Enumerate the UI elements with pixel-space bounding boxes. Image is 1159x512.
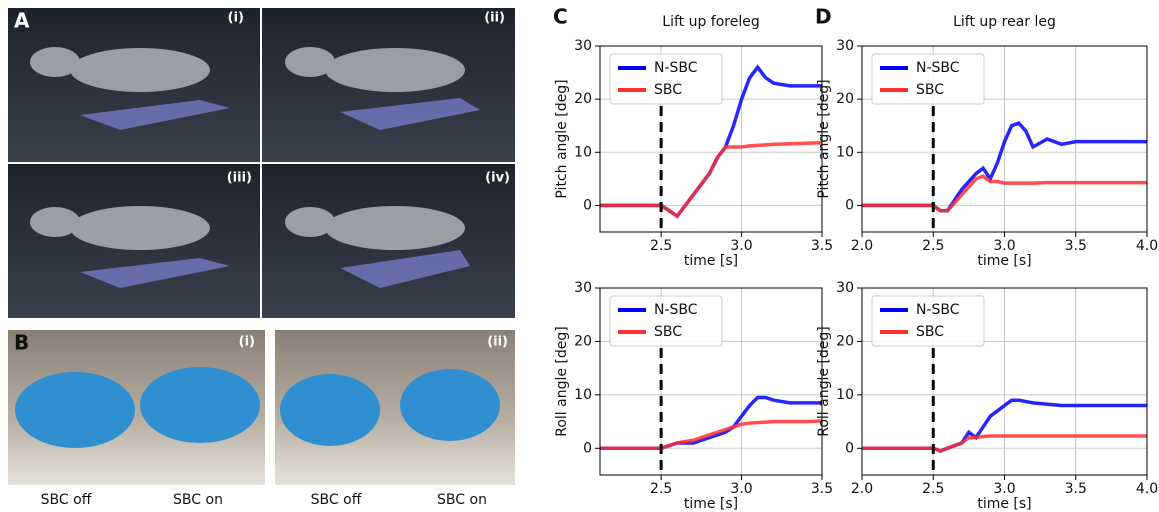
y-tick-label: 30 — [836, 38, 854, 54]
x-tick-label: 3.0 — [993, 238, 1015, 254]
panel-label: D — [815, 5, 832, 29]
x-tick-label: 3.0 — [730, 238, 752, 254]
y-tick-label: 0 — [845, 197, 854, 213]
y-tick-label: 10 — [574, 387, 592, 403]
robot-renders — [30, 47, 465, 250]
series-line — [862, 434, 1147, 453]
caption: SBC off — [41, 492, 92, 508]
legend-label: SBC — [916, 324, 944, 340]
plot-frame — [861, 45, 1148, 233]
panel-label: A — [14, 9, 30, 33]
x-tick-label: 2.0 — [851, 481, 873, 497]
series-line — [862, 174, 1147, 213]
x-tick-label: 2.5 — [650, 481, 672, 497]
x-axis-label: time [s] — [977, 253, 1031, 269]
x-tick-label: 2.0 — [851, 238, 873, 254]
y-tick-label: 30 — [574, 38, 592, 54]
legend-label: SBC — [654, 324, 682, 340]
y-axis-label: Pitch angle [deg] — [554, 79, 570, 198]
x-axis-label: time [s] — [684, 496, 738, 512]
x-tick-label: 2.5 — [650, 238, 672, 254]
x-tick-label: 3.5 — [811, 481, 833, 497]
y-tick-label: 10 — [836, 144, 854, 160]
caption: SBC on — [437, 492, 487, 508]
legend-label: N-SBC — [916, 302, 960, 318]
x-tick-label: 3.0 — [993, 481, 1015, 497]
legend-label: N-SBC — [916, 60, 960, 76]
tile-label: (i) — [228, 11, 244, 26]
panel-label: C — [553, 5, 568, 29]
chart-title: Lift up rear leg — [953, 14, 1056, 30]
plot-frame — [599, 287, 823, 476]
series-line — [600, 140, 823, 219]
y-tick-label: 20 — [574, 91, 592, 107]
legend-label: SBC — [916, 82, 944, 98]
panel-b: B (i) (ii) SBC off SBC on SBC off SBC on — [8, 330, 515, 508]
x-axis-label: time [s] — [684, 253, 738, 269]
y-tick-label: 10 — [574, 144, 592, 160]
x-tick-label: 3.5 — [1065, 238, 1087, 254]
x-tick-label: 3.5 — [1065, 481, 1087, 497]
y-tick-label: 0 — [583, 440, 592, 456]
y-tick-label: 20 — [574, 333, 592, 349]
x-tick-label: 3.5 — [811, 238, 833, 254]
y-axis-label: Roll angle [deg] — [816, 326, 832, 437]
y-tick-label: 0 — [845, 440, 854, 456]
tile-label: (i) — [239, 335, 255, 350]
robot-photos — [15, 367, 500, 448]
legend-label: N-SBC — [654, 60, 698, 76]
x-tick-label: 2.5 — [922, 238, 944, 254]
y-axis-label: Pitch angle [deg] — [816, 79, 832, 198]
y-tick-label: 30 — [574, 280, 592, 296]
caption: SBC off — [311, 492, 362, 508]
chart-title: Lift up foreleg — [662, 14, 759, 30]
y-tick-label: 20 — [836, 91, 854, 107]
x-tick-label: 4.0 — [1136, 481, 1158, 497]
support-polygons — [80, 98, 480, 288]
plot-frame — [861, 287, 1148, 476]
y-tick-label: 0 — [583, 197, 592, 213]
y-axis-label: Roll angle [deg] — [554, 326, 570, 437]
tile-label: (iii) — [227, 171, 252, 186]
tile-label: (iv) — [485, 171, 510, 186]
y-tick-label: 10 — [836, 387, 854, 403]
panel-a: A (i) (ii) (iii) (iv) — [8, 8, 515, 318]
plot-frame — [599, 45, 823, 233]
y-tick-label: 30 — [836, 280, 854, 296]
caption: SBC on — [173, 492, 223, 508]
legend-label: SBC — [654, 82, 682, 98]
legend-label: N-SBC — [654, 302, 698, 318]
y-tick-label: 20 — [836, 333, 854, 349]
series-line — [600, 419, 823, 451]
x-tick-label: 4.0 — [1136, 238, 1158, 254]
x-tick-label: 3.0 — [730, 481, 752, 497]
panel-label: B — [14, 331, 29, 355]
x-axis-label: time [s] — [977, 496, 1031, 512]
tile-label: (ii) — [487, 335, 508, 350]
tile-label: (ii) — [484, 11, 505, 26]
x-tick-label: 2.5 — [922, 481, 944, 497]
